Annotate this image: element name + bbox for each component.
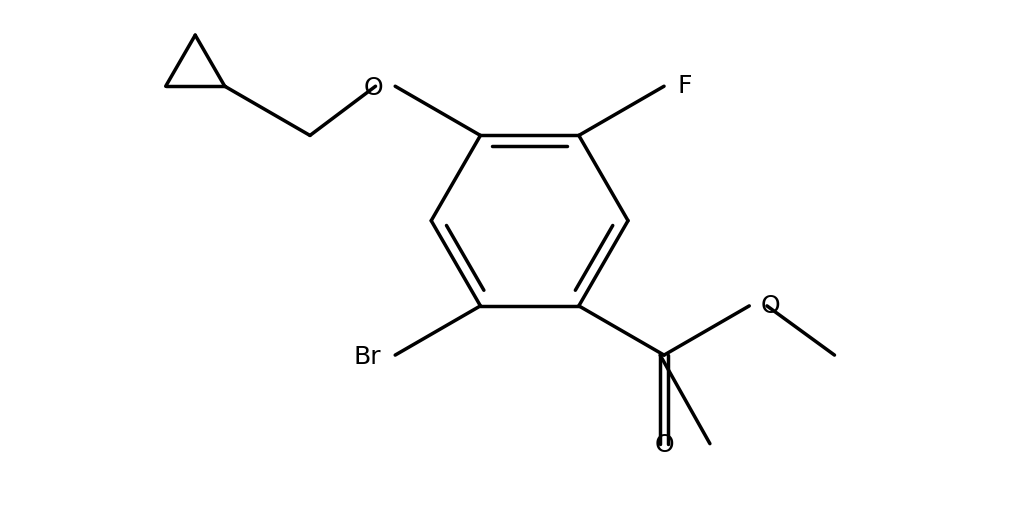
Text: F: F <box>677 74 692 98</box>
Text: O: O <box>363 76 383 100</box>
Text: O: O <box>653 434 673 458</box>
Text: Br: Br <box>354 345 381 369</box>
Text: O: O <box>760 294 779 318</box>
